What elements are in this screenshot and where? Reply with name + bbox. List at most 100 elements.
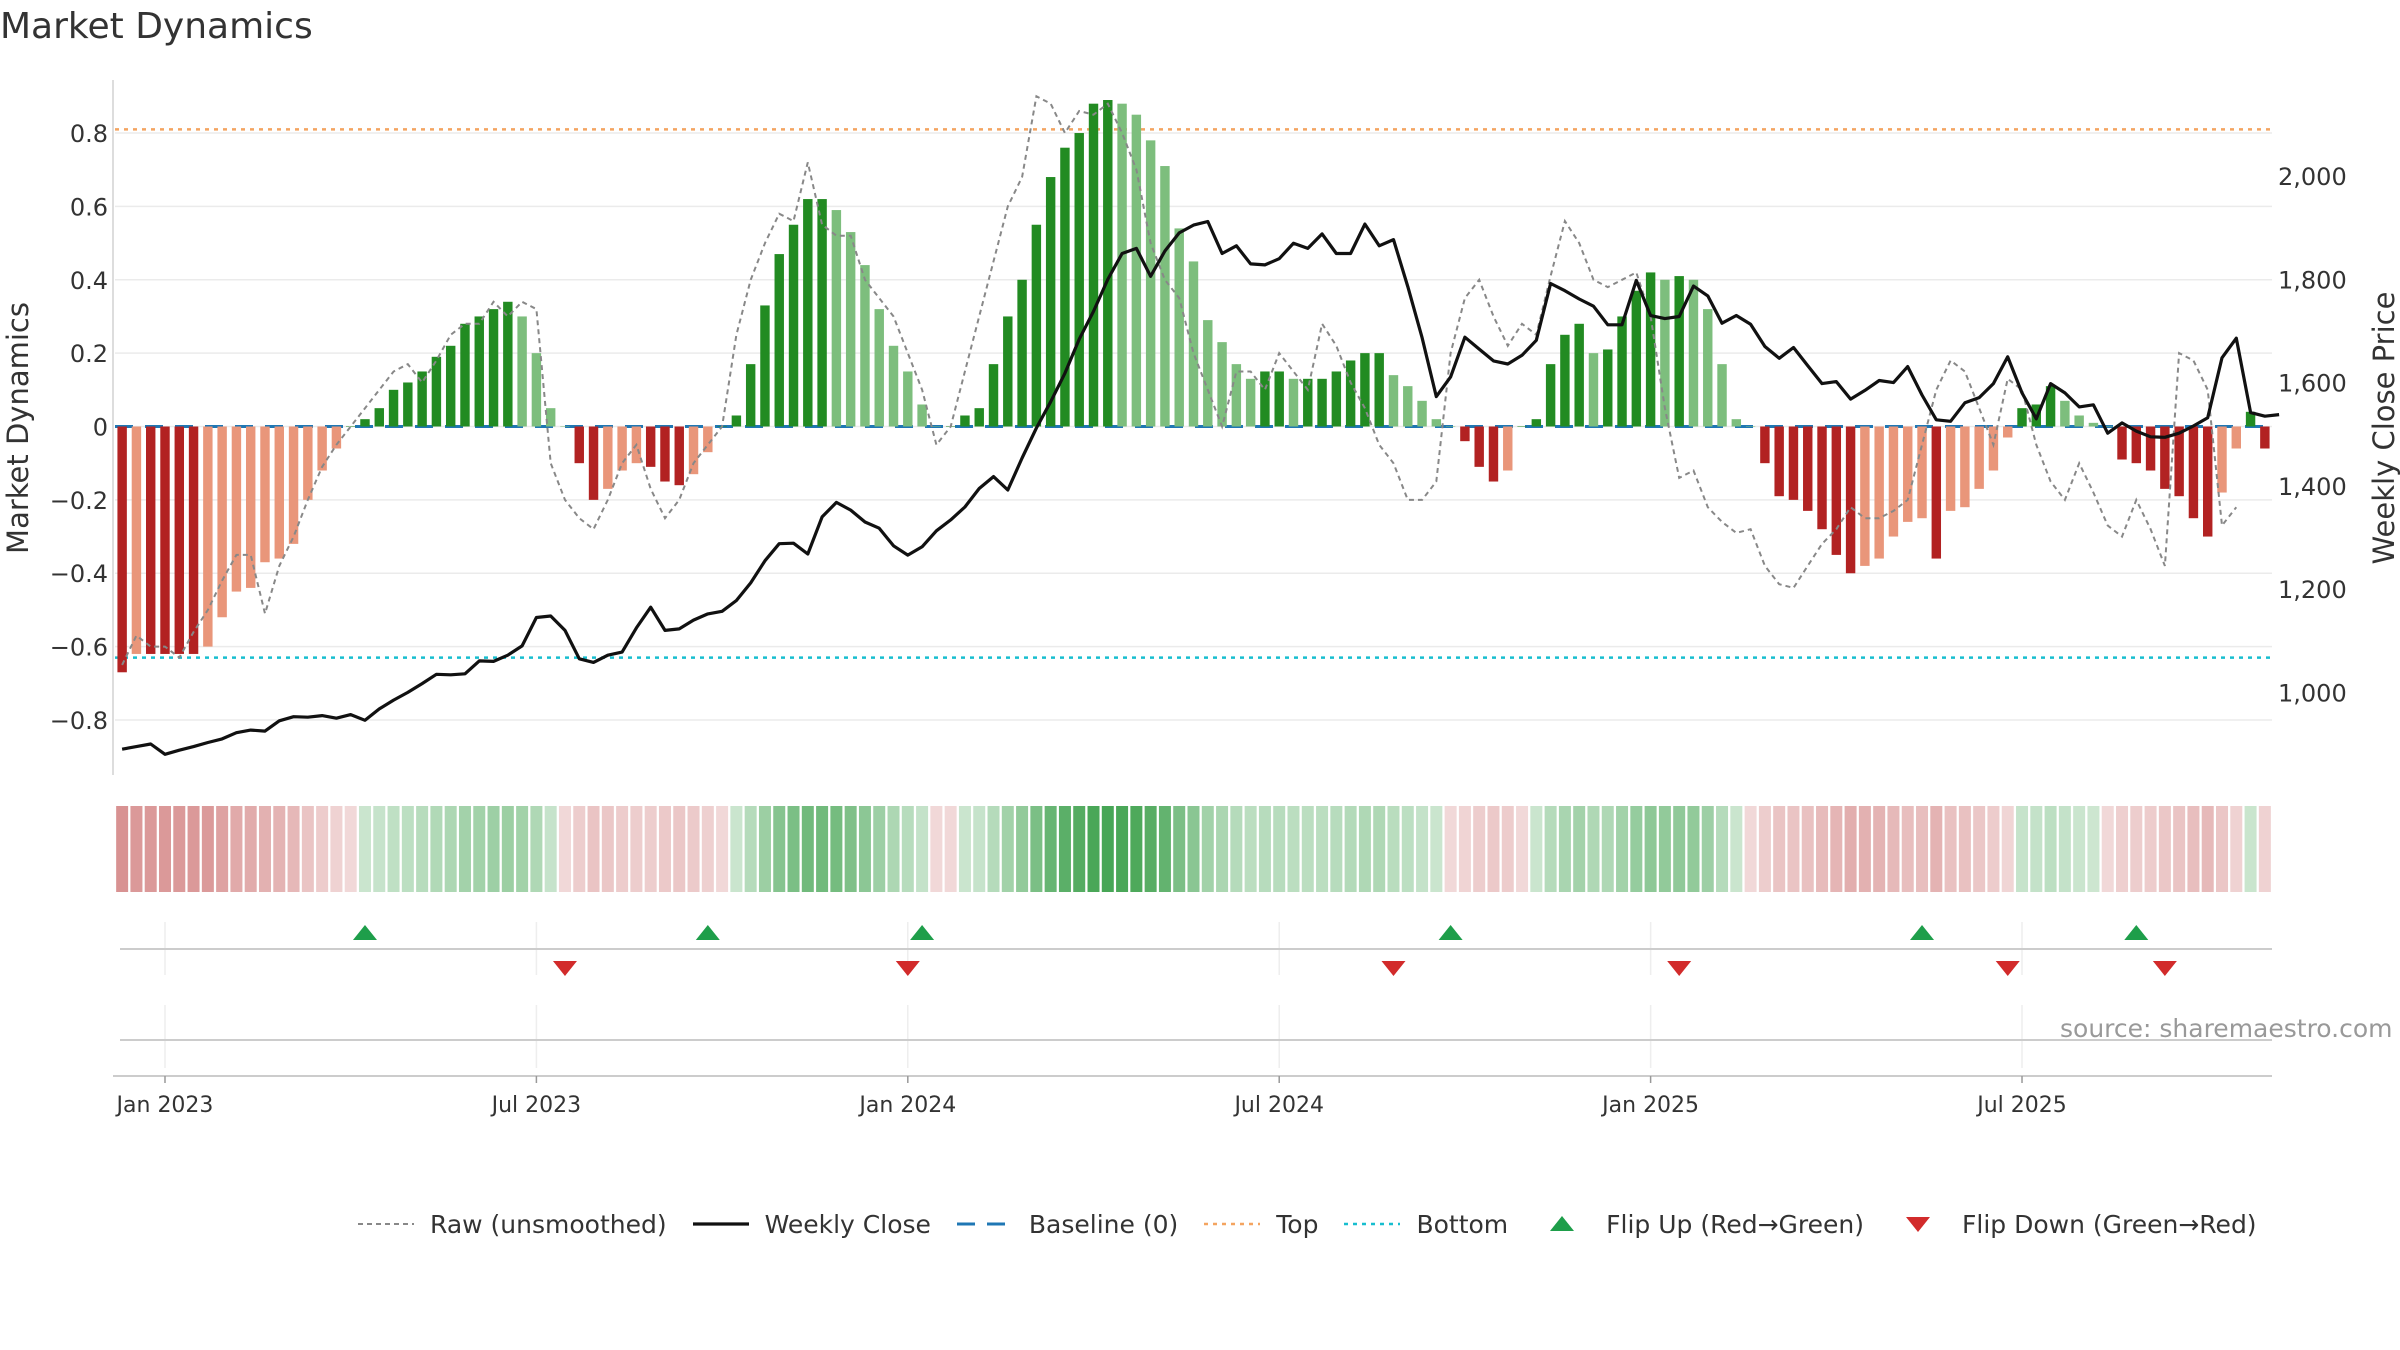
dynamics-bar — [374, 408, 384, 427]
dynamics-bar — [1131, 114, 1142, 427]
regime-strip-cell — [1287, 806, 1300, 892]
regime-strip-cell — [1716, 806, 1729, 892]
dynamics-bar — [2131, 426, 2142, 464]
regime-strip-cell — [830, 806, 843, 892]
y-tick-label: −0.8 — [50, 707, 108, 735]
dynamics-bar — [874, 309, 884, 427]
regime-strip-cell — [1158, 806, 1171, 892]
regime-strip-cell — [773, 806, 786, 892]
regime-strip-cell — [230, 806, 243, 892]
dynamics-bar — [1545, 364, 1556, 427]
y2-tick-label: 1,000 — [2278, 679, 2347, 707]
dynamics-bar — [245, 426, 256, 588]
dynamics-bar — [1831, 426, 1842, 555]
dynamics-bar — [1431, 419, 1442, 427]
dynamics-bar — [1474, 426, 1484, 467]
regime-strip-cell — [273, 806, 286, 892]
bottom-panel — [120, 1005, 2272, 1068]
regime-strip-cell — [316, 806, 329, 892]
dynamics-bar — [1660, 279, 1670, 427]
regime-strip-cell — [1858, 806, 1871, 892]
dynamics-bar — [917, 404, 927, 427]
regime-strip-cell — [1073, 806, 1086, 892]
regime-strip-cell — [1744, 806, 1757, 892]
regime-strip-cell — [730, 806, 743, 892]
dynamics-bar — [831, 210, 842, 427]
dynamics-bar — [1288, 378, 1299, 427]
regime-strip-cell — [487, 806, 500, 892]
regime-strip-cell — [2044, 806, 2057, 892]
regime-strip-cell — [1244, 806, 1257, 892]
dynamics-bar — [445, 345, 456, 427]
regime-strip-cell — [1530, 806, 1543, 892]
regime-strip-cell — [987, 806, 1000, 892]
regime-strip-cell — [2087, 806, 2100, 892]
dynamics-bar — [703, 426, 713, 453]
dynamics-bar — [1117, 103, 1127, 427]
regime-strip-cell — [973, 806, 986, 892]
regime-strip-cell — [958, 806, 971, 892]
legend-swatch-top — [1204, 1222, 1261, 1226]
regime-strip-cell — [258, 806, 271, 892]
regime-strip-cell — [1401, 806, 1414, 892]
regime-strip-cell — [587, 806, 600, 892]
legend-item-flip_up: Flip Up (Red→Green) — [1532, 1204, 1864, 1244]
dynamics-bar — [960, 415, 970, 427]
bars-layer — [117, 100, 2270, 673]
y-axis-title: Market Dynamics — [1, 302, 35, 554]
regime-strip-cell — [1444, 806, 1457, 892]
regime-strip-cell — [1387, 806, 1400, 892]
regime-strip-cell — [1501, 806, 1514, 892]
regime-strip-cell — [1373, 806, 1386, 892]
dynamics-bar — [2117, 426, 2127, 460]
dynamics-bar — [888, 345, 899, 427]
regime-strip-cell — [387, 806, 400, 892]
dynamics-bar — [1674, 276, 1684, 427]
dynamics-bar — [2188, 426, 2199, 519]
flip-down-marker — [1381, 961, 1406, 976]
dynamics-bar — [1217, 342, 1227, 427]
regime-strip-cell — [573, 806, 586, 892]
y-tick-label: 0.4 — [70, 267, 108, 295]
dynamics-bar — [1245, 378, 1256, 427]
x-tick-label: Jan 2025 — [1600, 1093, 1699, 1118]
regime-strip-cell — [173, 806, 186, 892]
regime-strip-cell — [1301, 806, 1314, 892]
regime-strip-cell — [201, 806, 214, 892]
dynamics-bar — [1403, 386, 1413, 427]
dynamics-bar — [1260, 371, 1270, 427]
dynamics-bar — [2074, 415, 2084, 427]
regime-strip-cell — [1787, 806, 1800, 892]
flip-up-marker — [1438, 925, 1463, 940]
dynamics-bar — [1417, 400, 1427, 427]
dynamics-bar — [1517, 426, 1527, 427]
dynamics-bar — [1531, 419, 1542, 427]
regime-strip-cell — [1230, 806, 1243, 892]
regime-strip-cell — [544, 806, 557, 892]
dynamics-bar — [131, 426, 142, 654]
dynamics-bar — [360, 419, 370, 427]
regime-strip-cell — [673, 806, 686, 892]
y-tick-label: −0.2 — [50, 487, 108, 515]
regime-strip-cell — [158, 806, 171, 892]
dynamics-bar — [845, 232, 856, 427]
regime-strip-cell — [1901, 806, 1914, 892]
regime-strip-cell — [1044, 806, 1057, 892]
dynamics-bar — [1003, 316, 1013, 427]
dynamics-bar — [1374, 353, 1384, 427]
dynamics-bar — [1760, 426, 1770, 464]
flip-down-marker — [895, 961, 920, 976]
dynamics-bar — [260, 426, 270, 563]
dynamics-bar — [1860, 426, 1870, 566]
legend-item-close: Weekly Close — [691, 1204, 931, 1244]
dynamics-bar — [788, 224, 799, 427]
regime-strip-cell — [1144, 806, 1157, 892]
dynamics-bar — [288, 426, 299, 544]
dynamics-bar — [1460, 426, 1470, 442]
dynamics-bar — [1303, 378, 1313, 427]
regime-strip-cell — [787, 806, 800, 892]
regime-strip-cell — [1030, 806, 1043, 892]
regime-strip-cell — [744, 806, 757, 892]
regime-strip-cell — [2016, 806, 2029, 892]
legend-swatch-baseline — [956, 1222, 1013, 1226]
